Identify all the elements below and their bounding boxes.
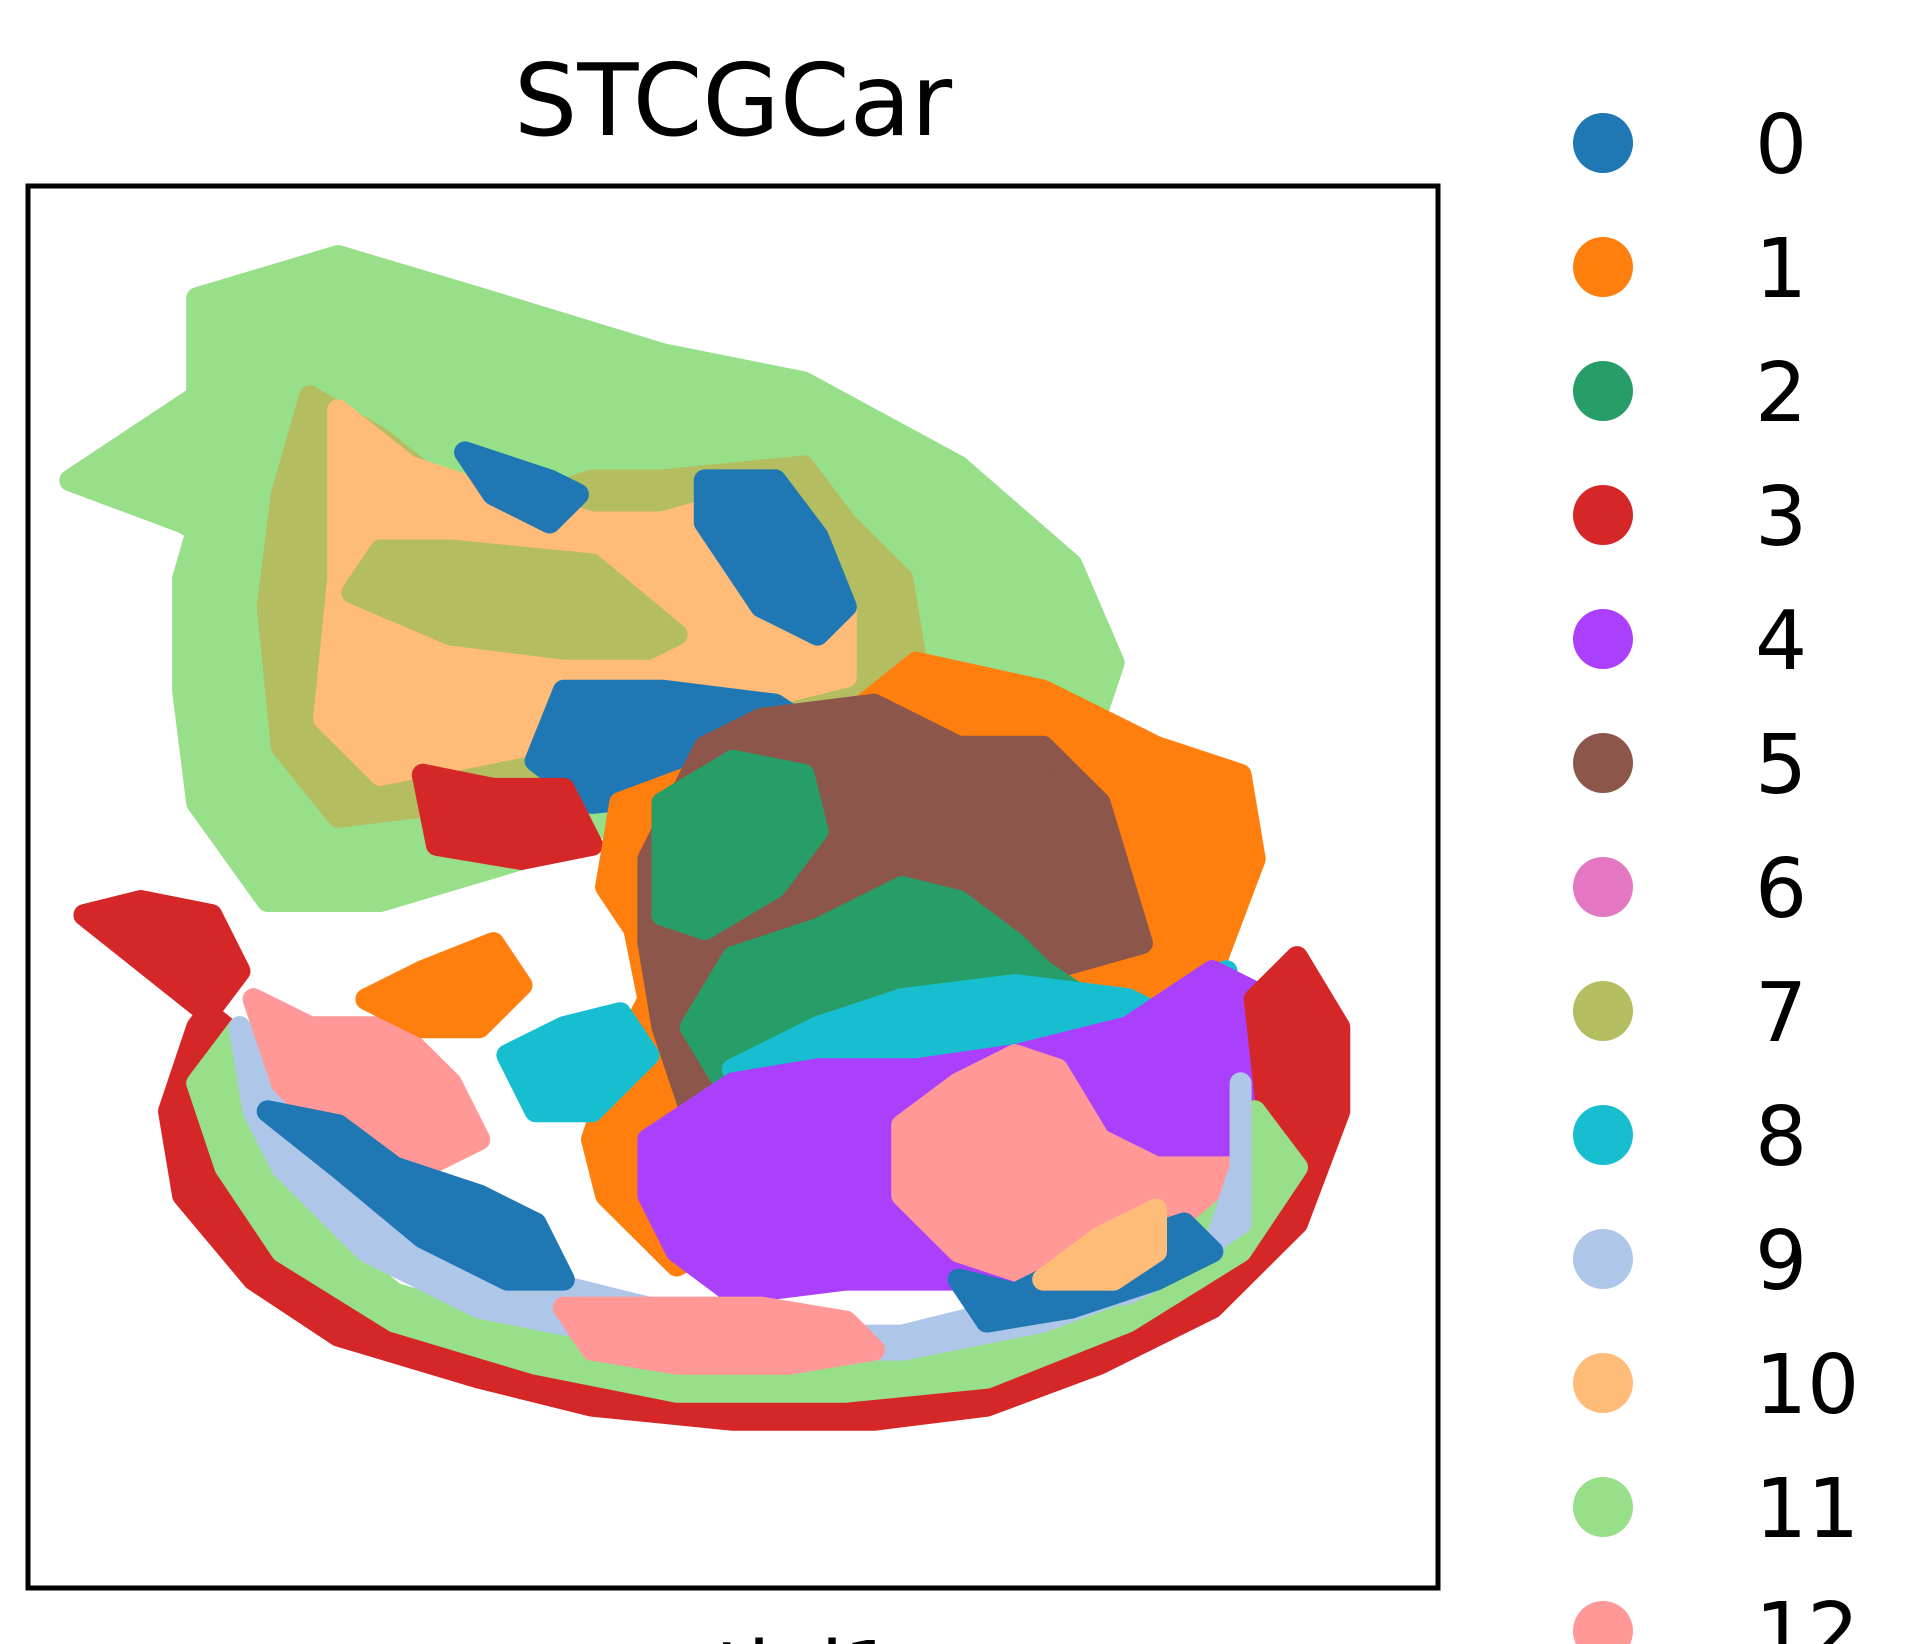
legend-marker-10 [1573, 1353, 1633, 1413]
legend-marker-3 [1573, 485, 1633, 545]
legend-marker-4 [1573, 609, 1633, 669]
legend-label-0: 0 [1755, 98, 1807, 193]
legend-label-8: 8 [1755, 1090, 1807, 1185]
cluster-7-region [341, 539, 688, 660]
plot-area [59, 245, 1351, 1431]
legend-marker-11 [1573, 1477, 1633, 1537]
legend-label-4: 4 [1755, 594, 1807, 689]
plot-frame [25, 183, 1441, 1591]
legend-marker-7 [1573, 981, 1633, 1041]
legend-label-3: 3 [1755, 470, 1807, 565]
legend-label-5: 5 [1755, 718, 1807, 813]
legend-label-10: 10 [1755, 1338, 1859, 1433]
legend-label-1: 1 [1755, 222, 1807, 317]
cluster-0-region [693, 469, 857, 646]
legend-marker-2 [1573, 361, 1633, 421]
chart-title: STCGCar [514, 42, 953, 159]
legend-marker-8 [1573, 1105, 1633, 1165]
cluster-2-region [651, 749, 829, 941]
legend-label-6: 6 [1755, 842, 1807, 937]
legend-marker-1 [1573, 237, 1633, 297]
cluster-12-region [242, 988, 491, 1179]
cluster-12-region [552, 1296, 885, 1375]
legend-label-11: 11 [1755, 1462, 1859, 1557]
cluster-1-region [355, 932, 533, 1039]
legend-label-12: 12 [1755, 1586, 1859, 1644]
cluster-10-region [1032, 1198, 1167, 1291]
cluster-0-region [454, 441, 589, 534]
cluster-0-region [256, 1100, 575, 1291]
x-axis-label: spatial1 [570, 1625, 895, 1644]
legend-marker-0 [1573, 113, 1633, 173]
legend-marker-6 [1573, 857, 1633, 917]
cluster-3-region [411, 763, 603, 870]
cluster-8-region [496, 1002, 660, 1123]
legend-marker-9 [1573, 1229, 1633, 1289]
legend-label-7: 7 [1755, 966, 1807, 1061]
legend-marker-5 [1573, 733, 1633, 793]
legend-marker-12 [1573, 1601, 1633, 1644]
legend-label-9: 9 [1755, 1214, 1807, 1309]
legend-label-2: 2 [1755, 346, 1807, 441]
